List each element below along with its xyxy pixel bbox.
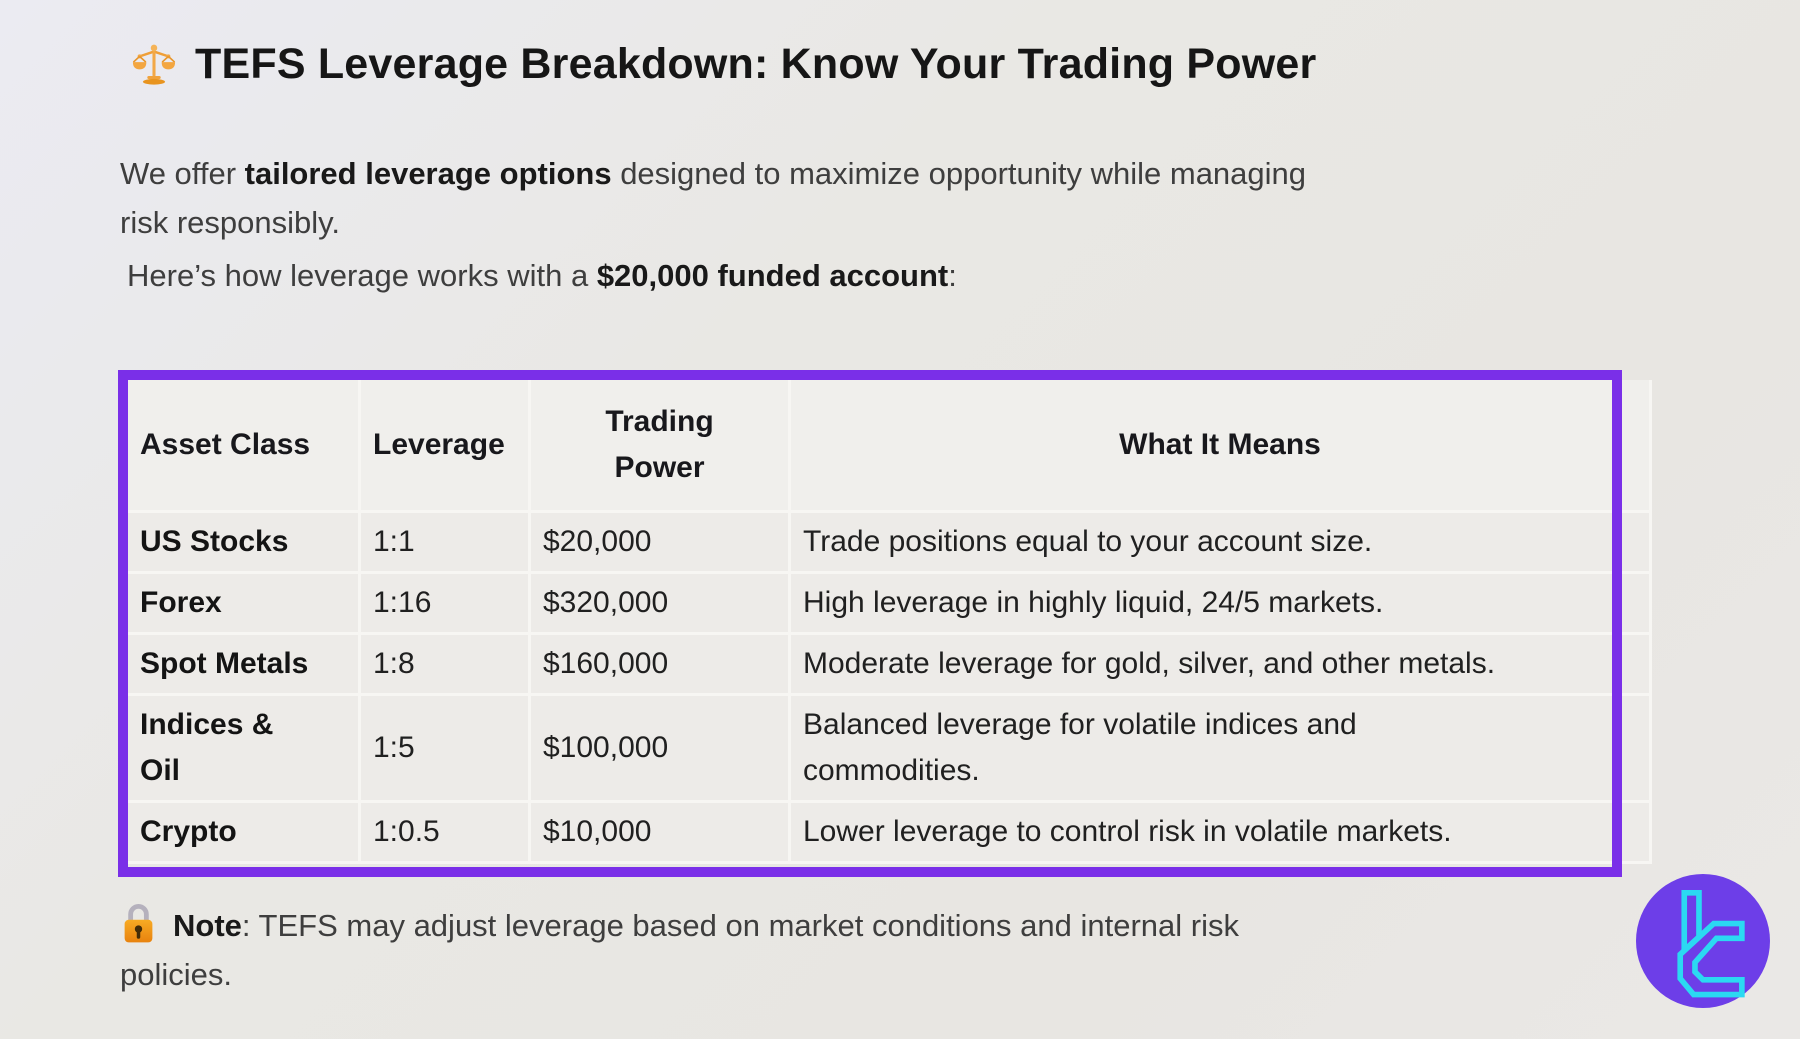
cell-asset: US Stocks: [128, 513, 361, 574]
brand-logo: [1636, 874, 1770, 1008]
cell-trading-power: $20,000: [531, 513, 791, 574]
cell-meaning: Moderate leverage for gold, silver, and …: [791, 635, 1652, 696]
cell-asset: Forex: [128, 574, 361, 635]
intro-paragraph: We offer tailored leverage options desig…: [120, 149, 1680, 247]
cell-leverage: 1:8: [361, 635, 531, 696]
intro-bold-leverage-options: tailored leverage options: [244, 156, 612, 191]
cell-asset: Crypto: [128, 803, 361, 864]
cell-trading-power: $100,000: [531, 696, 791, 803]
leverage-table: Asset Class Leverage Trading Power What …: [128, 380, 1652, 864]
note-label: Note: [173, 908, 242, 943]
leverage-table-container: Asset Class Leverage Trading Power What …: [118, 370, 1652, 877]
page-title-text: TEFS Leverage Breakdown: Know Your Tradi…: [195, 40, 1317, 88]
table-row-us-stocks: US Stocks 1:1 $20,000 Trade positions eq…: [128, 513, 1652, 574]
col-header-what-it-means: What It Means: [791, 380, 1652, 513]
cell-leverage: 1:1: [361, 513, 531, 574]
intro-line2-end: :: [948, 258, 957, 293]
intro-rest: designed to maximize opportunity while m…: [120, 156, 1307, 240]
cell-meaning: Lower leverage to control risk in volati…: [791, 803, 1652, 864]
cell-leverage: 1:16: [361, 574, 531, 635]
intro-line2-lead: Here’s how leverage works with a: [127, 258, 597, 293]
logo-circle: [1636, 874, 1770, 1008]
cell-meaning: Trade positions equal to your account si…: [791, 513, 1652, 574]
col-header-leverage: Leverage: [361, 380, 531, 513]
table-row-crypto: Crypto 1:0.5 $10,000 Lower leverage to c…: [128, 803, 1652, 864]
note-text: : TEFS may adjust leverage based on mark…: [120, 908, 1239, 992]
cell-trading-power: $10,000: [531, 803, 791, 864]
intro-section: We offer tailored leverage options desig…: [120, 149, 1680, 300]
note: Note: TEFS may adjust leverage based on …: [120, 901, 1580, 999]
cell-leverage: 1:0.5: [361, 803, 531, 864]
lock-icon: [120, 901, 157, 945]
cell-asset: Spot Metals: [128, 635, 361, 696]
cell-meaning: Balanced leverage for volatile indices a…: [791, 696, 1652, 803]
intro-bold-funded-account: $20,000 funded account: [596, 258, 949, 293]
intro-lead: We offer: [120, 156, 245, 191]
intro-second-line: Here’s how leverage works with a $20,000…: [127, 251, 1680, 300]
table-header-row: Asset Class Leverage Trading Power What …: [128, 380, 1652, 513]
table-row-indices-oil: Indices & Oil 1:5 $100,000 Balanced leve…: [128, 696, 1652, 803]
cell-trading-power: $320,000: [531, 574, 791, 635]
col-header-trading-power: Trading Power: [531, 380, 791, 513]
table-row-spot-metals: Spot Metals 1:8 $160,000 Moderate levera…: [128, 635, 1652, 696]
cell-asset: Indices & Oil: [128, 696, 361, 803]
logo-glyph-c: [1677, 920, 1745, 998]
table-row-forex: Forex 1:16 $320,000 High leverage in hig…: [128, 574, 1652, 635]
cell-leverage: 1:5: [361, 696, 531, 803]
page-title: TEFS Leverage Breakdown: Know Your Tradi…: [131, 40, 1316, 89]
balance-scale-icon: [131, 42, 177, 88]
col-header-asset-class: Asset Class: [128, 380, 361, 513]
cell-meaning: High leverage in highly liquid, 24/5 mar…: [791, 574, 1652, 635]
cell-trading-power: $160,000: [531, 635, 791, 696]
